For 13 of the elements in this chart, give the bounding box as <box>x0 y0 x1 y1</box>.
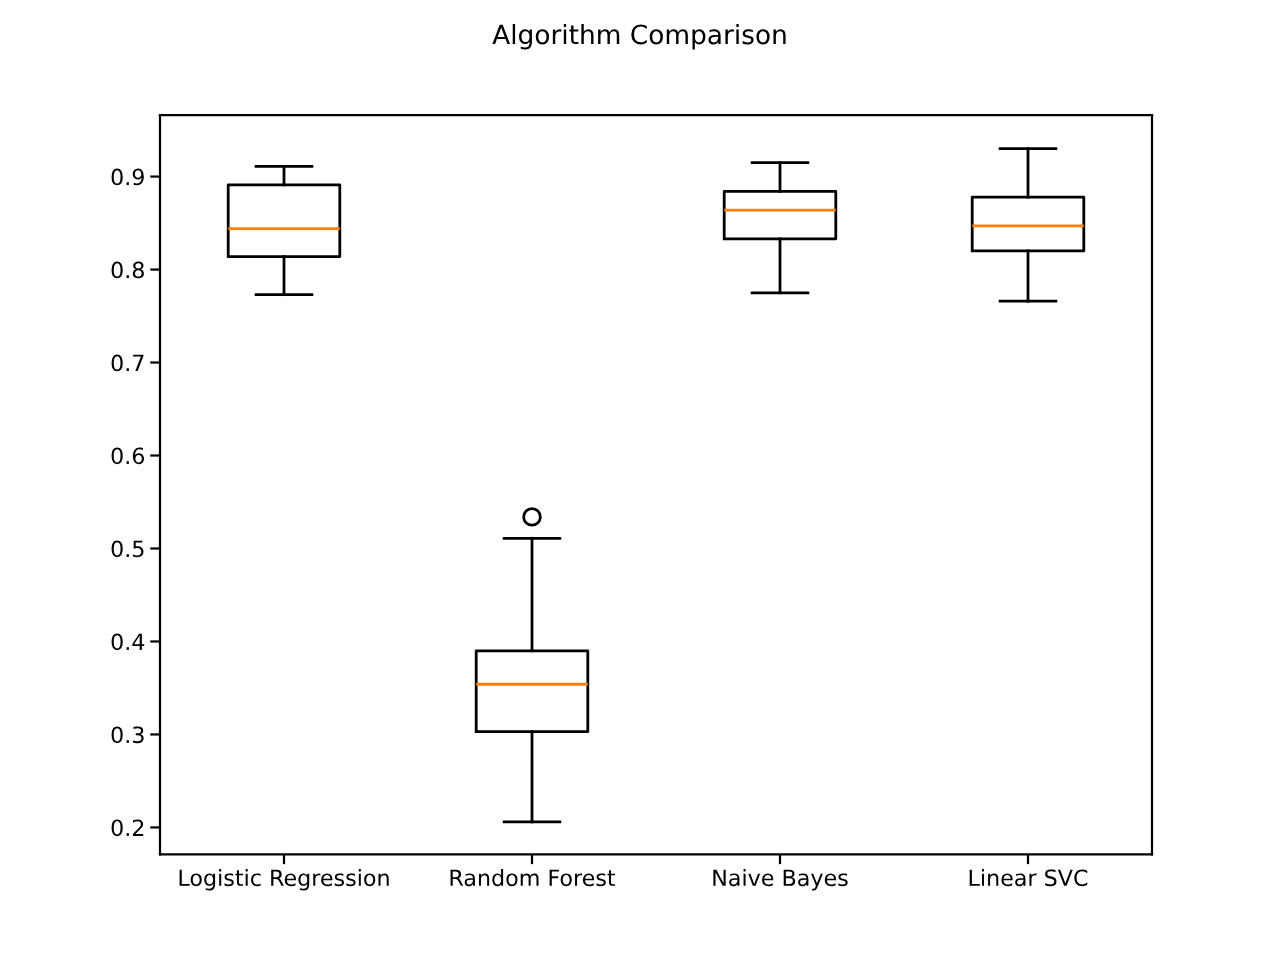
x-tick-label: Linear SVC <box>969 868 1088 887</box>
y-tick-label: 0.4 <box>111 633 145 651</box>
x-tick-label: Naive Bayes <box>713 868 848 891</box>
x-tick-label: Random Forest <box>450 868 616 887</box>
y-tick-label: 0.5 <box>111 540 144 558</box>
y-tick-label: 0.8 <box>111 261 144 279</box>
y-tick-label: 0.7 <box>111 354 144 372</box>
y-tick-label: 0.9 <box>111 168 144 186</box>
y-tick-label: 0.2 <box>111 819 144 837</box>
x-tick-label: Logistic Regression <box>179 868 389 891</box>
y-tick-label: 0.3 <box>111 726 144 744</box>
y-tick-label: 0.6 <box>111 447 145 465</box>
chart-title: Algorithm Comparison <box>492 24 786 50</box>
